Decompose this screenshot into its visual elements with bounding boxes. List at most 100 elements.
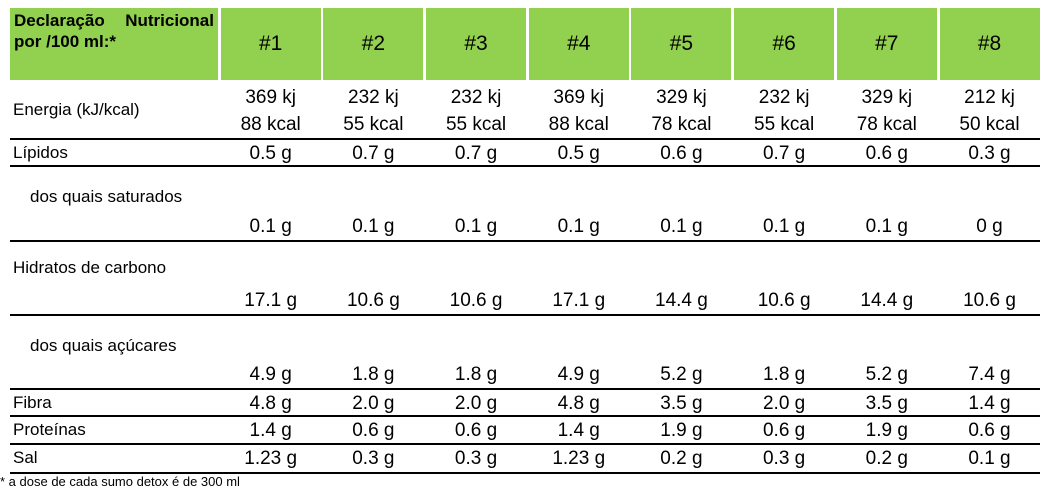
column-header: #3 <box>426 8 527 80</box>
value-cell: 369 kj 88 kcal <box>529 82 629 138</box>
value-cell: 1.9 g <box>865 420 908 441</box>
value-line: 212 kj <box>964 87 1015 108</box>
column-header: #8 <box>939 8 1040 80</box>
value-cell: 5.2 g <box>660 364 703 385</box>
value-cell: 0.6 g <box>865 143 908 164</box>
table-row: Hidratos de carbono 17.1 g 10.6 g 10.6 g 17.… <box>10 242 1040 316</box>
column-header: #5 <box>631 8 732 80</box>
value-cell: 4.8 g <box>557 393 600 414</box>
value-cell: 14.4 g <box>860 290 914 311</box>
value-cell: 4.9 g <box>557 364 600 385</box>
value-cell: 0.1 g <box>557 216 600 237</box>
value-cell: 0.6 g <box>352 420 395 441</box>
value-line: 88 kcal <box>240 114 301 135</box>
value-cell: 0.1 g <box>249 216 292 237</box>
value-cell: 2.0 g <box>352 393 395 414</box>
column-header: #6 <box>734 8 835 80</box>
value-cell: 1.23 g <box>244 448 298 469</box>
value-cell: 10.6 g <box>449 290 503 311</box>
value-cell: 1.4 g <box>249 420 292 441</box>
value-cell: 5.2 g <box>865 364 908 385</box>
value-line: 232 kj <box>348 87 399 108</box>
value-cell: 0 g <box>976 216 1003 237</box>
value-cell: 1.23 g <box>552 448 606 469</box>
value-cell: 0.3 g <box>454 448 498 469</box>
value-cell: 0.1 g <box>865 216 908 237</box>
value-cell: 1.9 g <box>660 420 703 441</box>
footnote: * a dose de cada sumo detox é de 300 ml <box>0 474 240 489</box>
value-cell: 0.7 g <box>352 143 395 164</box>
value-cell: 0.1 g <box>968 448 1011 469</box>
value-cell: 14.4 g <box>655 290 708 311</box>
value-cell: 4.9 g <box>249 364 292 385</box>
value-cell: 3.5 g <box>865 393 908 414</box>
nutrition-table: Declaração Nutricional por /100 ml:* #1 #2… <box>10 8 1040 474</box>
value-line: 369 kj <box>245 87 297 108</box>
value-cell: 0.6 g <box>454 420 498 441</box>
table-row: Lípidos 0.5 g 0.7 g 0.7 g 0.5 g 0.6 g 0.7 g 0.6… <box>10 140 1040 167</box>
value-cell: 2.0 g <box>454 393 498 414</box>
value-cell: 0.6 g <box>968 420 1011 441</box>
value-cell: 0.2 g <box>865 448 908 469</box>
value-cell: 2.0 g <box>762 393 806 414</box>
column-header: #1 <box>220 8 321 80</box>
value-line: 55 kcal <box>754 114 815 135</box>
value-cell: 10.6 g <box>757 290 811 311</box>
row-label: Hidratos de carbono <box>13 258 167 277</box>
value-line: 55 kcal <box>343 114 404 135</box>
value-cell: 10.6 g <box>963 290 1016 311</box>
value-cell: 0.3 g <box>762 448 806 469</box>
value-line: 78 kcal <box>651 114 712 135</box>
value-cell: 1.8 g <box>762 364 806 385</box>
value-cell: 0.2 g <box>660 448 703 469</box>
value-cell: 0.5 g <box>249 143 292 164</box>
value-cell: 1.8 g <box>352 364 395 385</box>
column-header: #7 <box>836 8 937 80</box>
value-line: 78 kcal <box>856 114 917 135</box>
row-label: Lípidos <box>13 143 68 162</box>
header-label: Declaração Nutricional por /100 ml:* <box>10 8 218 80</box>
row-label: Sal <box>13 448 38 467</box>
value-cell: 3.5 g <box>660 393 703 414</box>
value-cell: 0.1 g <box>352 216 395 237</box>
value-cell: 369 kj 88 kcal <box>221 82 321 138</box>
value-cell: 1.8 g <box>454 364 498 385</box>
row-label: Proteínas <box>13 420 86 439</box>
value-cell: 0.6 g <box>762 420 806 441</box>
row-label: dos quais açúcares <box>30 336 177 355</box>
value-cell: 0.6 g <box>660 143 703 164</box>
value-line: 329 kj <box>656 87 707 108</box>
value-line: 50 kcal <box>959 114 1020 135</box>
value-cell: 17.1 g <box>552 290 606 311</box>
header-row: Declaração Nutricional por /100 ml:* #1 #2… <box>10 8 1040 80</box>
value-line: 232 kj <box>758 87 810 108</box>
table-row: Fibra 4.8 g 2.0 g 2.0 g 4.8 g 3.5 g 2.0 g 3.5 g… <box>10 390 1040 417</box>
value-line: 88 kcal <box>548 114 609 135</box>
value-line: 55 kcal <box>445 114 507 135</box>
column-header: #2 <box>323 8 424 80</box>
table-row: Sal 1.23 g 0.3 g 0.3 g 1.23 g 0.2 g 0.3 g 0.2 g… <box>10 445 1040 474</box>
column-header: #4 <box>528 8 629 80</box>
value-line: 369 kj <box>553 87 605 108</box>
value-cell: 1.4 g <box>557 420 600 441</box>
table-row: dos quais açúcares 4.9 g 1.8 g 1.8 g 4.9 g 5.… <box>10 316 1040 390</box>
value-cell: 212 kj 50 kcal <box>940 82 1040 138</box>
value-cell: 17.1 g <box>244 290 298 311</box>
row-label: Energia (kJ/kcal) <box>13 100 140 119</box>
value-cell: 4.8 g <box>249 393 292 414</box>
value-cell: 0.5 g <box>557 143 600 164</box>
value-cell: 232 kj 55 kcal <box>323 82 423 138</box>
table-row: Energia (kJ/kcal) 369 kj 88 kcal 232 kj 55 k… <box>10 82 1040 140</box>
row-label: Fibra <box>13 393 52 412</box>
value-cell: 0.1 g <box>454 216 498 237</box>
value-cell: 1.4 g <box>968 393 1011 414</box>
value-cell: 0.3 g <box>352 448 395 469</box>
value-cell: 10.6 g <box>346 290 400 311</box>
value-cell: 0.1 g <box>660 216 703 237</box>
table-row: dos quais saturados 0.1 g 0.1 g 0.1 g 0.1 g 0… <box>10 167 1040 242</box>
value-cell: 0.7 g <box>454 143 498 164</box>
value-cell: 7.4 g <box>968 364 1011 385</box>
value-cell: 329 kj 78 kcal <box>837 82 937 138</box>
value-cell: 329 kj 78 kcal <box>631 82 731 138</box>
